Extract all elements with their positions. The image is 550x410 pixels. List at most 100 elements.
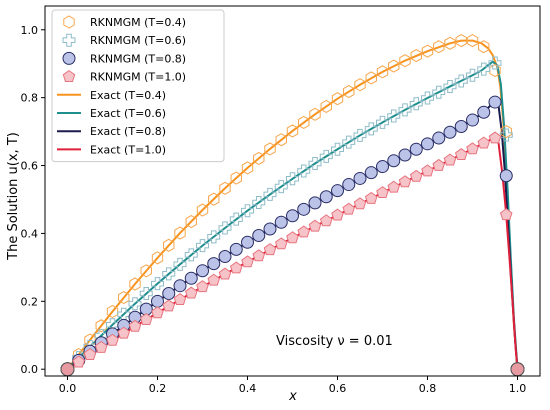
x-tick-label: 0.2 [149,382,167,395]
data-point [489,63,501,78]
data-point [387,154,401,168]
data-point [353,197,367,210]
data-point [331,208,344,221]
y-tick-label: 1.0 [21,24,39,37]
data-point [196,264,209,278]
data-point [162,267,176,281]
data-point [421,164,434,177]
data-point [173,293,187,305]
plot-area [60,34,525,377]
axes [44,5,541,377]
data-point [219,181,231,195]
legend-box [51,9,225,163]
data-point [466,68,479,82]
legend-label: Exact (T=0.6) [90,107,166,120]
data-point [399,54,411,68]
data-point [454,120,468,134]
data-point [342,202,356,215]
y-tick-label: 0.6 [21,160,39,173]
data-point [443,153,457,166]
axes-frame [44,5,541,377]
data-point [353,128,367,142]
data-point [263,243,277,256]
data-point [95,319,107,333]
tick-labels: 0.0 0.2 0.4 0.6 0.8 1.0 0.0 0.2 0.4 0.6 0.8 1.0 [21,24,527,395]
legend-label: RKNMGM (T=1.0) [90,71,186,84]
data-point [151,277,164,291]
data-point [229,261,243,274]
data-point [60,362,75,377]
data-point [319,190,333,204]
data-point [331,92,344,106]
data-point [387,109,401,123]
data-point [297,164,311,178]
data-point [409,169,423,182]
x-tick-label: 0.0 [59,382,77,395]
data-point [376,115,389,129]
data-point [151,294,164,308]
y-tick-label: 0.8 [21,92,39,105]
data-point [477,62,491,76]
x-tick-label: 1.0 [509,382,527,395]
data-point [421,44,434,58]
data-point [309,107,321,121]
data-point [139,287,153,301]
data-point [477,136,491,149]
data-point [263,222,277,236]
data-point [207,257,221,271]
viscosity-annotation: Viscosity ν = 0.01 [276,334,393,349]
data-point [297,202,311,216]
data-point [184,286,198,299]
data-point [364,166,378,180]
data-point [398,103,412,117]
data-point [364,122,378,136]
data-point [478,40,490,54]
data-point [128,319,142,332]
data-point [151,306,164,319]
x-tick-label: 0.8 [419,382,437,395]
data-point [443,79,457,93]
data-point [274,215,288,229]
data-point [162,287,176,301]
x-axis-label: x [288,389,297,404]
data-point [128,297,142,311]
data-point [298,115,310,130]
data-point [72,355,86,368]
y-tick-label: 0.2 [21,295,39,308]
data-point [230,171,242,185]
data-point [388,59,400,73]
data-point [263,187,277,201]
data-point [432,158,446,171]
legend-label: RKNMGM (T=0.8) [90,52,186,65]
data-point [342,135,356,149]
data-point [252,228,266,242]
data-point [174,226,186,240]
data-point [308,219,322,232]
data-point [196,239,209,253]
data-point [410,48,422,63]
data-point [185,214,197,229]
data-point [421,137,434,151]
data-point [241,255,254,268]
data-point [331,184,344,198]
data-point [387,180,401,193]
legend-marker-handle [62,33,76,47]
data-point [286,124,299,138]
data-point [241,235,254,249]
legend-label: Exact (T=1.0) [90,143,166,156]
data-point [297,225,311,238]
data-point [421,91,434,105]
data-point [184,248,198,262]
data-point [466,142,479,155]
data-point [342,178,356,192]
data-point [173,279,187,293]
data-point [376,65,389,79]
data-point [196,203,209,217]
data-point [184,271,198,285]
data-point [331,142,344,156]
data-point [364,191,378,204]
data-point [466,113,479,127]
data-point [139,313,153,326]
data-point [488,56,502,70]
data-point [376,160,389,174]
